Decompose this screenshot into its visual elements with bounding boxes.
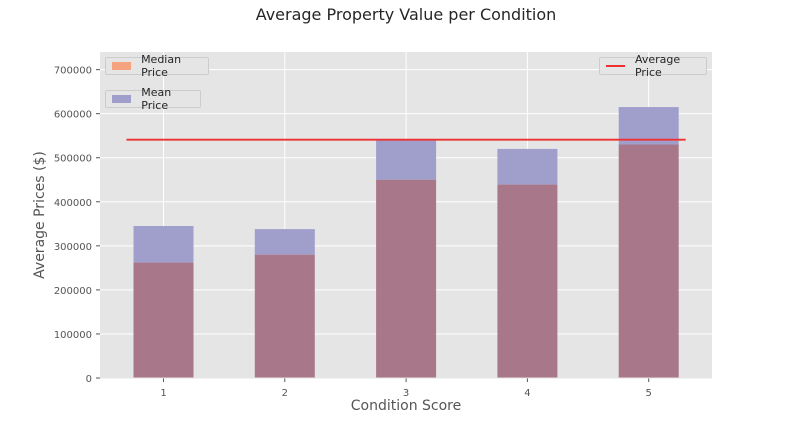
legend-mean-label: Mean Price (141, 86, 172, 112)
legend-average: Average Price (599, 53, 707, 79)
y-tick-label: 500000 (54, 154, 92, 165)
y-tick-label: 200000 (54, 286, 92, 297)
median-price-bar (497, 184, 558, 378)
legend-median: Median Price (105, 53, 209, 79)
y-tick-label: 300000 (54, 242, 92, 253)
mean-price-bar (254, 229, 315, 255)
y-tick-label: 700000 (54, 66, 92, 77)
median-price-bar (618, 144, 679, 378)
y-tick-label: 600000 (54, 110, 92, 121)
mean-price-bar (133, 226, 194, 263)
legend-median-label: Median Price (141, 53, 182, 79)
y-tick-label: 0 (86, 374, 92, 385)
y-axis-label: Average Prices ($) (32, 151, 48, 279)
x-tick-label: 4 (524, 388, 530, 399)
median-price-bar (133, 262, 194, 378)
x-tick-label: 1 (160, 388, 166, 399)
x-axis-label: Condition Score (350, 398, 462, 414)
legend-mean-swatch (112, 95, 132, 103)
legend-average-swatch (606, 65, 625, 67)
mean-price-bar (376, 139, 437, 180)
legend-mean: Mean Price (105, 86, 201, 112)
y-tick-label: 100000 (54, 330, 92, 341)
legend-median-swatch (112, 62, 132, 70)
y-tick-label: 400000 (54, 198, 92, 209)
x-tick-label: 2 (282, 388, 288, 399)
mean-price-bar (618, 107, 679, 145)
median-price-bar (376, 179, 437, 378)
mean-price-bar (497, 148, 558, 185)
x-tick-label: 3 (403, 388, 409, 399)
legend-average-label: Average Price (634, 53, 681, 79)
chart-title: Average Property Value per Condition (255, 5, 557, 24)
median-price-bar (254, 254, 315, 378)
x-tick-label: 5 (646, 388, 652, 399)
